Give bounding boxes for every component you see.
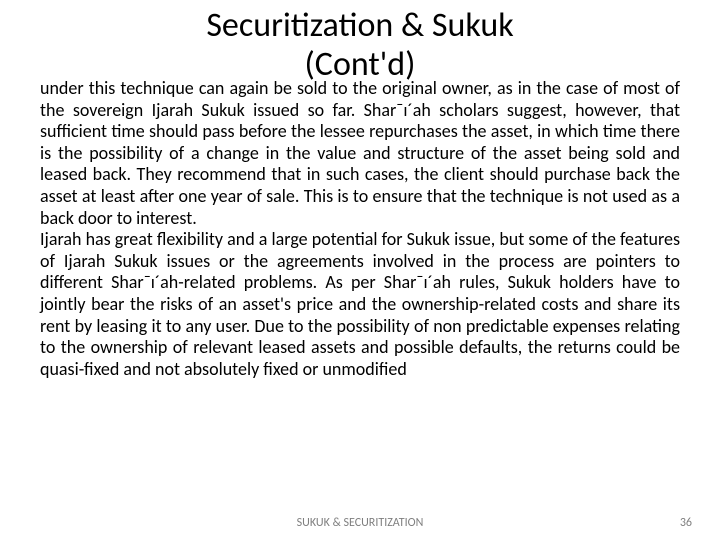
footer-center-text: SUKUK & SECURITIZATION (0, 516, 720, 530)
slide-container: Securitization & Sukuk (Cont'd) under th… (0, 0, 720, 540)
title-line-1: Securitization & Sukuk (206, 5, 513, 46)
body-text-block: under this technique can again be sold t… (40, 78, 680, 380)
paragraph-1: under this technique can again be sold t… (40, 78, 680, 229)
slide-title: Securitization & Sukuk (Cont'd) (0, 6, 720, 84)
paragraph-2: Ijarah has great flexibility and a large… (40, 229, 680, 380)
page-number: 36 (680, 516, 692, 530)
